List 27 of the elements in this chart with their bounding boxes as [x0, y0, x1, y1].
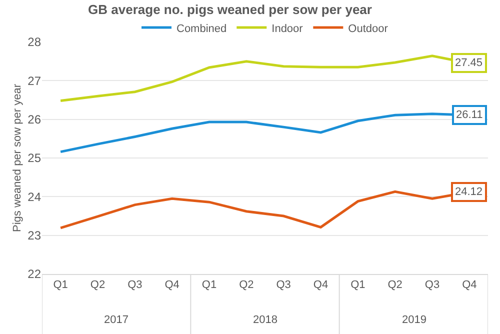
- y-tick-label: 22: [28, 267, 42, 282]
- legend-label: Combined: [176, 22, 227, 35]
- y-tick-label: 27: [28, 74, 42, 88]
- text: 2017: [104, 314, 128, 326]
- y-tick-label: 23: [28, 228, 42, 243]
- x-tick-label: Q2: [90, 279, 106, 292]
- x-tick-label: Q3: [128, 279, 142, 292]
- x-tick-label: Q1: [202, 279, 217, 292]
- x-tick-label: Q2: [239, 279, 254, 292]
- chart-title: GB average no. pigs weaned per sow per year: [88, 2, 372, 18]
- text: 2019: [402, 314, 426, 326]
- y-tick-label: 25: [28, 151, 42, 166]
- y-axis-title: Pigs weaned per sow per year: [11, 84, 24, 232]
- x-tick-label: Q4: [462, 279, 477, 292]
- y-tick-label: 26: [28, 112, 42, 127]
- legend-label: Indoor: [272, 22, 304, 35]
- y-tick-label: 24: [28, 190, 42, 204]
- x-tick-label: Q3: [424, 279, 440, 292]
- x-tick-label: Q3: [276, 279, 291, 292]
- x-tick-label: Q1: [53, 279, 68, 292]
- text: 2018: [253, 314, 278, 326]
- x-tick-label: Q4: [164, 279, 180, 292]
- x-tick-label: Q1: [350, 279, 366, 292]
- legend-label: Outdoor: [348, 22, 388, 35]
- y-tick-label: 28: [28, 35, 42, 50]
- x-tick-label: Q2: [388, 279, 402, 292]
- x-tick-label: Q4: [313, 279, 328, 292]
